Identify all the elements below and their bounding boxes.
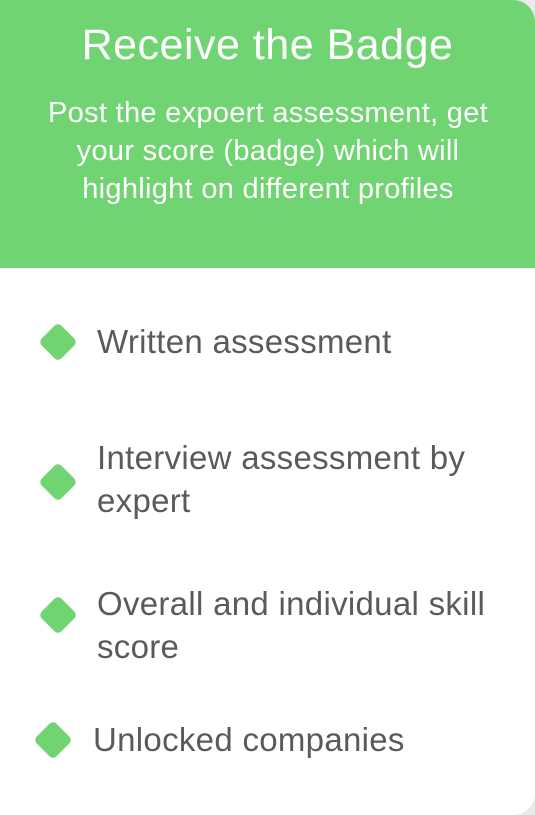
feature-label: Interview assessment by expert [97,439,466,519]
feature-label: Overall and individual skill score [97,585,486,665]
diamond-bullet-icon [38,595,78,635]
card-header: Receive the Badge Post the expoert asses… [0,0,535,268]
diamond-bullet-icon [38,322,78,362]
diamond-bullet-icon [38,462,78,502]
card-title: Receive the Badge [81,21,454,69]
card-subtitle: Post the expoert assessment, get your sc… [48,97,488,205]
feature-label: Written assessment [97,323,392,360]
feature-label: Unlocked companies [93,721,405,758]
diamond-bullet-icon [33,720,73,760]
